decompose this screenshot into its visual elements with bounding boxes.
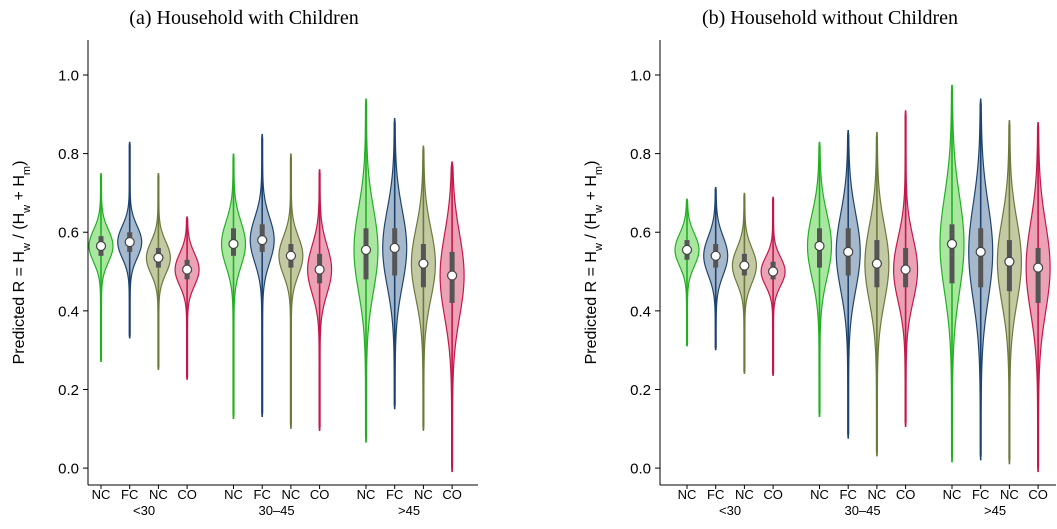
x-subcategory-label: NC bbox=[149, 487, 168, 502]
median-dot bbox=[418, 258, 429, 269]
y-tick-label: 1.0 bbox=[630, 67, 651, 84]
x-subcategory-label: CO bbox=[896, 487, 916, 502]
y-tick-label: 0.8 bbox=[630, 146, 651, 163]
x-subcategory-label: NC bbox=[224, 487, 243, 502]
iqr-box bbox=[949, 224, 955, 284]
median-dot bbox=[228, 238, 239, 250]
x-subcategory-label: NC bbox=[868, 487, 887, 502]
median-dot bbox=[843, 246, 854, 257]
x-group-label: 30–45 bbox=[844, 503, 880, 518]
x-subcategory-label: CO bbox=[1028, 487, 1048, 502]
median-dot bbox=[389, 242, 400, 254]
median-dot bbox=[900, 264, 911, 275]
x-subcategory-label: NC bbox=[92, 487, 111, 502]
y-axis-label: Predicted R = Hw / (Hw + Hm) bbox=[583, 161, 605, 365]
median-dot bbox=[360, 244, 372, 256]
y-tick-label: 0.6 bbox=[630, 225, 651, 242]
x-group-label: >45 bbox=[984, 503, 1006, 518]
y-axis-label-part: / (H bbox=[583, 213, 600, 243]
y-axis-label-part: ) bbox=[11, 161, 28, 166]
y-axis-label-part: m bbox=[21, 166, 33, 175]
median-dot bbox=[710, 250, 721, 261]
x-subcategory-label: FC bbox=[121, 487, 138, 502]
median-dot bbox=[975, 246, 986, 257]
iqr-box bbox=[978, 228, 984, 288]
y-axis-label-part: + H bbox=[11, 175, 28, 205]
y-axis-label-part: Predicted R = H bbox=[583, 251, 600, 364]
median-dot bbox=[182, 264, 193, 275]
x-subcategory-label: NC bbox=[414, 487, 433, 502]
y-tick-label: 0.0 bbox=[58, 461, 79, 478]
x-subcategory-label: NC bbox=[678, 487, 697, 502]
median-dot bbox=[124, 236, 135, 248]
y-tick-label: 0.2 bbox=[630, 382, 651, 399]
median-dot bbox=[1004, 256, 1015, 267]
median-dot bbox=[767, 266, 779, 277]
y-tick-label: 0.4 bbox=[58, 303, 79, 320]
x-subcategory-label: CO bbox=[177, 487, 197, 502]
y-axis-label-part: m bbox=[593, 166, 605, 175]
y-tick-label: 0.0 bbox=[630, 461, 651, 478]
median-dot bbox=[95, 240, 107, 252]
median-dot bbox=[739, 260, 750, 271]
y-axis-label-part: w bbox=[21, 205, 33, 214]
median-dot bbox=[681, 244, 693, 256]
x-subcategory-label: FC bbox=[840, 487, 857, 502]
y-tick-label: 0.6 bbox=[58, 225, 79, 242]
y-tick-label: 0.8 bbox=[58, 146, 79, 163]
x-subcategory-label: NC bbox=[357, 487, 376, 502]
median-dot bbox=[447, 270, 458, 281]
iqr-box bbox=[1035, 247, 1041, 303]
y-axis-label-part: w bbox=[21, 243, 33, 252]
x-group-label: <30 bbox=[719, 503, 741, 518]
median-dot bbox=[946, 238, 958, 250]
x-group-label: <30 bbox=[133, 503, 155, 518]
y-tick-label: 1.0 bbox=[58, 67, 79, 84]
x-subcategory-label: NC bbox=[282, 487, 301, 502]
y-axis-label-part: + H bbox=[583, 175, 600, 205]
y-axis-label-part: / (H bbox=[11, 213, 28, 243]
y-axis-label: Predicted R = Hw / (Hw + Hm) bbox=[11, 161, 33, 365]
chart-title: (a) Household with Children bbox=[129, 7, 358, 29]
x-subcategory-label: NC bbox=[1000, 487, 1019, 502]
y-tick-label: 0.2 bbox=[58, 382, 79, 399]
x-subcategory-label: NC bbox=[810, 487, 829, 502]
x-group-label: >45 bbox=[398, 503, 420, 518]
x-subcategory-label: FC bbox=[254, 487, 271, 502]
x-subcategory-label: NC bbox=[735, 487, 754, 502]
median-dot bbox=[257, 234, 268, 246]
x-group-label: 30–45 bbox=[258, 503, 294, 518]
median-dot bbox=[314, 264, 325, 275]
x-subcategory-label: FC bbox=[707, 487, 724, 502]
x-subcategory-label: CO bbox=[763, 487, 783, 502]
x-subcategory-label: CO bbox=[310, 487, 330, 502]
x-subcategory-label: NC bbox=[943, 487, 962, 502]
y-tick-label: 0.4 bbox=[630, 303, 651, 320]
median-dot bbox=[1032, 262, 1044, 273]
median-dot bbox=[285, 250, 296, 261]
x-subcategory-label: FC bbox=[386, 487, 403, 502]
median-dot bbox=[871, 258, 883, 269]
x-subcategory-label: FC bbox=[972, 487, 989, 502]
median-dot bbox=[814, 240, 825, 252]
x-subcategory-label: CO bbox=[442, 487, 462, 502]
y-axis-label-part: Predicted R = H bbox=[11, 251, 28, 364]
y-axis-label-part: w bbox=[593, 205, 605, 214]
y-axis-label-part: w bbox=[593, 243, 605, 252]
y-axis-label-part: ) bbox=[583, 161, 600, 166]
median-dot bbox=[153, 252, 164, 263]
chart-title: (b) Household without Children bbox=[702, 7, 958, 29]
